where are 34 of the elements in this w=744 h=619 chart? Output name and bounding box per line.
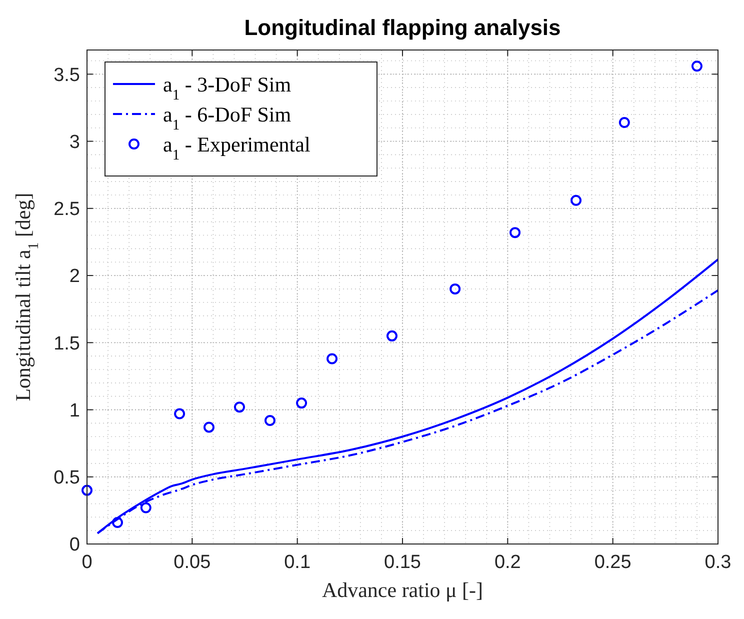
point bbox=[618, 116, 630, 128]
legend-label: a$_{1}$ - Experimental bbox=[163, 132, 310, 164]
y-tick-label: 1.5 bbox=[54, 333, 80, 354]
x-tick-label: 0.2 bbox=[494, 552, 521, 573]
x-tick-label: 0.1 bbox=[284, 552, 311, 573]
point bbox=[691, 60, 702, 72]
point bbox=[140, 502, 152, 514]
x-axis-title: Advance ratio μ [-] bbox=[322, 578, 484, 602]
legend-label: a$_{1}$ - 6-DoF Sim bbox=[163, 102, 292, 134]
chart-title: Longitudinal flapping analysis bbox=[244, 15, 561, 40]
point bbox=[326, 353, 338, 364]
point bbox=[82, 484, 92, 496]
point bbox=[570, 194, 582, 206]
x-tick-label: 0.25 bbox=[594, 552, 632, 573]
y-tick-label: 3 bbox=[69, 132, 80, 153]
x-tick-label: 0.05 bbox=[174, 552, 211, 573]
y-tick-label: 2.5 bbox=[54, 199, 80, 220]
point bbox=[510, 227, 521, 238]
y-tick-label: 3.5 bbox=[54, 64, 80, 86]
point bbox=[174, 408, 186, 420]
point bbox=[264, 415, 276, 426]
point bbox=[112, 517, 123, 528]
point bbox=[234, 402, 245, 413]
x-tick-label: 0.3 bbox=[704, 552, 732, 573]
point bbox=[203, 422, 214, 433]
y-tick-label: 0.5 bbox=[54, 468, 80, 489]
y-tick-label: 1 bbox=[69, 400, 80, 422]
point bbox=[386, 330, 398, 342]
y-tick-label: 2 bbox=[69, 266, 80, 288]
point bbox=[450, 283, 461, 294]
x-tick-label: 0.15 bbox=[384, 552, 421, 573]
point bbox=[296, 398, 308, 409]
legend-label: a$_{1}$ - 3-DoF Sim bbox=[163, 72, 292, 104]
y-tick-label: 0 bbox=[69, 534, 80, 556]
